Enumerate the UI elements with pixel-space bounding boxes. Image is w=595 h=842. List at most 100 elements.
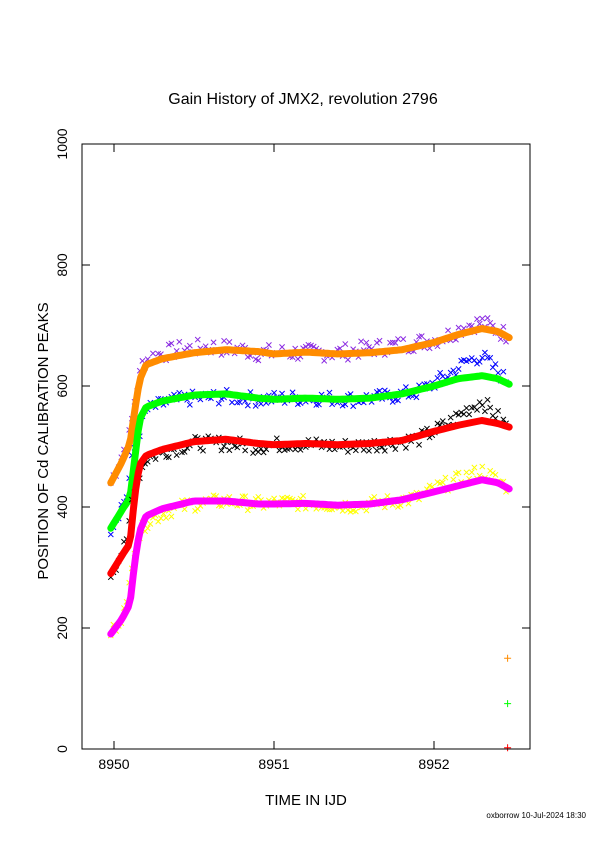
data-point (479, 354, 486, 361)
data-point (210, 339, 217, 346)
series-line (107, 325, 513, 487)
data-point (487, 354, 494, 361)
data-point (416, 441, 423, 448)
y-tick-label: 800 (54, 253, 70, 277)
data-point (400, 336, 407, 343)
data-point (460, 411, 467, 418)
data-point (363, 339, 370, 346)
y-tick-label: 200 (54, 616, 70, 640)
data-point (242, 493, 249, 500)
data-point (376, 387, 383, 394)
series-7 (107, 476, 513, 638)
plot-frame (81, 143, 531, 750)
data-point (504, 654, 512, 662)
data-point (234, 444, 241, 451)
data-point (186, 342, 193, 349)
series-8 (504, 654, 512, 662)
data-point (492, 471, 499, 478)
data-point (229, 399, 235, 406)
data-point (381, 387, 388, 394)
data-point (242, 447, 249, 454)
chart-title: Gain History of JMX2, revolution 2796 (168, 91, 438, 108)
data-point (152, 456, 159, 463)
data-point (392, 339, 399, 346)
data-point (381, 447, 388, 454)
x-tick-label: 8951 (258, 756, 289, 772)
plot-area (107, 315, 513, 752)
data-point (376, 337, 383, 344)
data-point (315, 401, 322, 408)
data-point (144, 525, 151, 532)
data-point (439, 418, 446, 425)
data-point (413, 394, 420, 401)
data-point (474, 316, 480, 323)
data-point (366, 447, 372, 454)
data-point (337, 345, 343, 352)
y-axis: 0 200 400 600 800 1000 (54, 128, 530, 753)
data-point (163, 514, 170, 521)
data-point (484, 396, 491, 403)
data-point (218, 447, 225, 454)
series-line (107, 417, 513, 577)
series-9 (504, 700, 512, 708)
data-point (489, 470, 496, 477)
data-point (271, 389, 278, 396)
data-point (481, 408, 488, 415)
data-point (442, 474, 449, 481)
data-point (466, 411, 473, 418)
data-point (463, 469, 470, 476)
data-point (150, 350, 156, 357)
data-point (326, 389, 333, 396)
y-tick-label: 400 (54, 495, 70, 519)
data-point (500, 323, 507, 330)
data-point (157, 515, 164, 522)
credit-stamp: oxborrow 10-Jul-2024 18:30 (486, 811, 586, 820)
data-point (450, 476, 457, 483)
data-point (479, 463, 486, 470)
data-point (384, 493, 391, 499)
data-point (192, 507, 199, 514)
data-point (344, 356, 351, 363)
data-point (487, 404, 494, 411)
data-point (360, 446, 367, 453)
x-axis-title: TIME IN IJD (265, 792, 347, 809)
data-point (265, 342, 272, 348)
data-point (474, 360, 480, 367)
y-axis-title: POSITION OF Cd CALIBRATION PEAKS (35, 302, 52, 579)
data-point (302, 343, 309, 350)
data-point (395, 336, 401, 343)
data-point (492, 361, 499, 367)
data-point (294, 506, 301, 513)
x-axis: 8950 8951 8952 (98, 144, 450, 772)
series-line (107, 372, 513, 532)
data-point (358, 338, 365, 345)
series-10 (504, 744, 512, 752)
series-3 (107, 372, 513, 532)
data-point (236, 399, 243, 406)
data-point (402, 444, 409, 451)
data-point (504, 700, 512, 708)
data-point (310, 343, 317, 350)
data-point (342, 401, 349, 408)
data-point (342, 341, 349, 347)
data-point (271, 495, 278, 502)
data-point (476, 358, 483, 365)
data-point (434, 375, 441, 381)
data-point (402, 384, 409, 391)
data-point (450, 367, 457, 374)
data-point (392, 446, 399, 453)
data-point (215, 400, 222, 407)
data-point (445, 327, 451, 334)
data-point (352, 508, 359, 515)
series-5 (107, 417, 513, 577)
data-point (221, 443, 228, 450)
data-point (455, 324, 462, 331)
series-line (107, 476, 513, 638)
data-point (221, 337, 228, 344)
data-point (437, 369, 444, 376)
data-point (474, 406, 480, 413)
data-point (244, 402, 251, 409)
data-point (186, 401, 193, 408)
y-tick-label: 1000 (54, 128, 70, 159)
